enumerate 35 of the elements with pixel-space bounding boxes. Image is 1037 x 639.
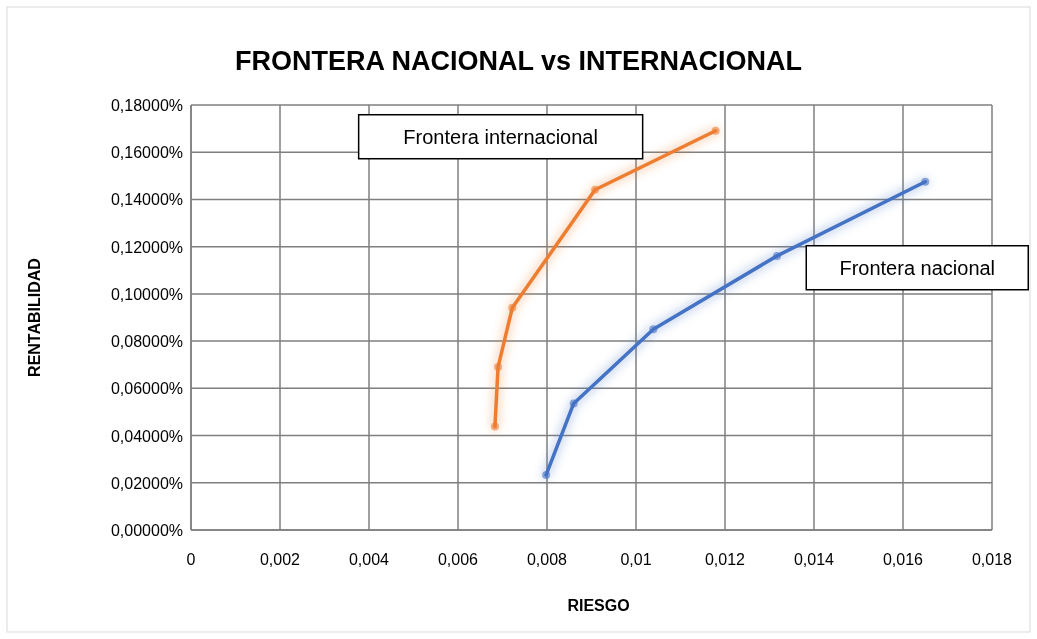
y-tick-label: 0,14000% — [110, 191, 183, 209]
y-tick-label: 0,06000% — [110, 380, 183, 398]
x-axis-title: RIESGO — [567, 597, 630, 614]
y-axis-title: RENTABILIDAD — [26, 258, 43, 377]
x-tick-label: 0,006 — [437, 551, 479, 568]
x-tick-label: 0,002 — [259, 551, 301, 568]
point — [773, 251, 782, 260]
x-tick-label: 0,008 — [526, 551, 568, 568]
y-tick-label: 0,04000% — [110, 427, 183, 445]
x-tick-label: 0 — [186, 551, 196, 568]
point — [711, 126, 720, 135]
point — [494, 363, 503, 372]
y-tick-label: 0,08000% — [110, 333, 183, 351]
x-tick-label: 0,004 — [348, 551, 390, 568]
x-tick-label: 0,016 — [882, 551, 924, 568]
series-label: Frontera nacional — [839, 256, 996, 279]
point — [921, 177, 930, 186]
series-label: Frontera internacional — [403, 125, 598, 148]
y-tick-label: 0,12000% — [110, 238, 183, 256]
y-tick-label: 0,00000% — [110, 522, 183, 539]
point — [508, 303, 517, 312]
point — [542, 470, 551, 479]
y-tick-label: 0,18000% — [110, 97, 183, 114]
chart-title: FRONTERA NACIONAL vs INTERNACIONAL — [234, 46, 803, 76]
y-tick-label: 0,16000% — [110, 144, 183, 162]
point — [649, 325, 658, 334]
x-tick-label: 0,01 — [620, 551, 652, 568]
x-tick-label: 0,012 — [704, 551, 746, 568]
y-tick-label: 0,02000% — [110, 474, 183, 492]
y-tick-label: 0,10000% — [110, 285, 183, 303]
point — [490, 422, 499, 431]
point — [569, 399, 578, 408]
point — [591, 185, 600, 194]
x-tick-label: 0,014 — [793, 551, 835, 568]
x-tick-label: 0,018 — [971, 551, 1013, 568]
